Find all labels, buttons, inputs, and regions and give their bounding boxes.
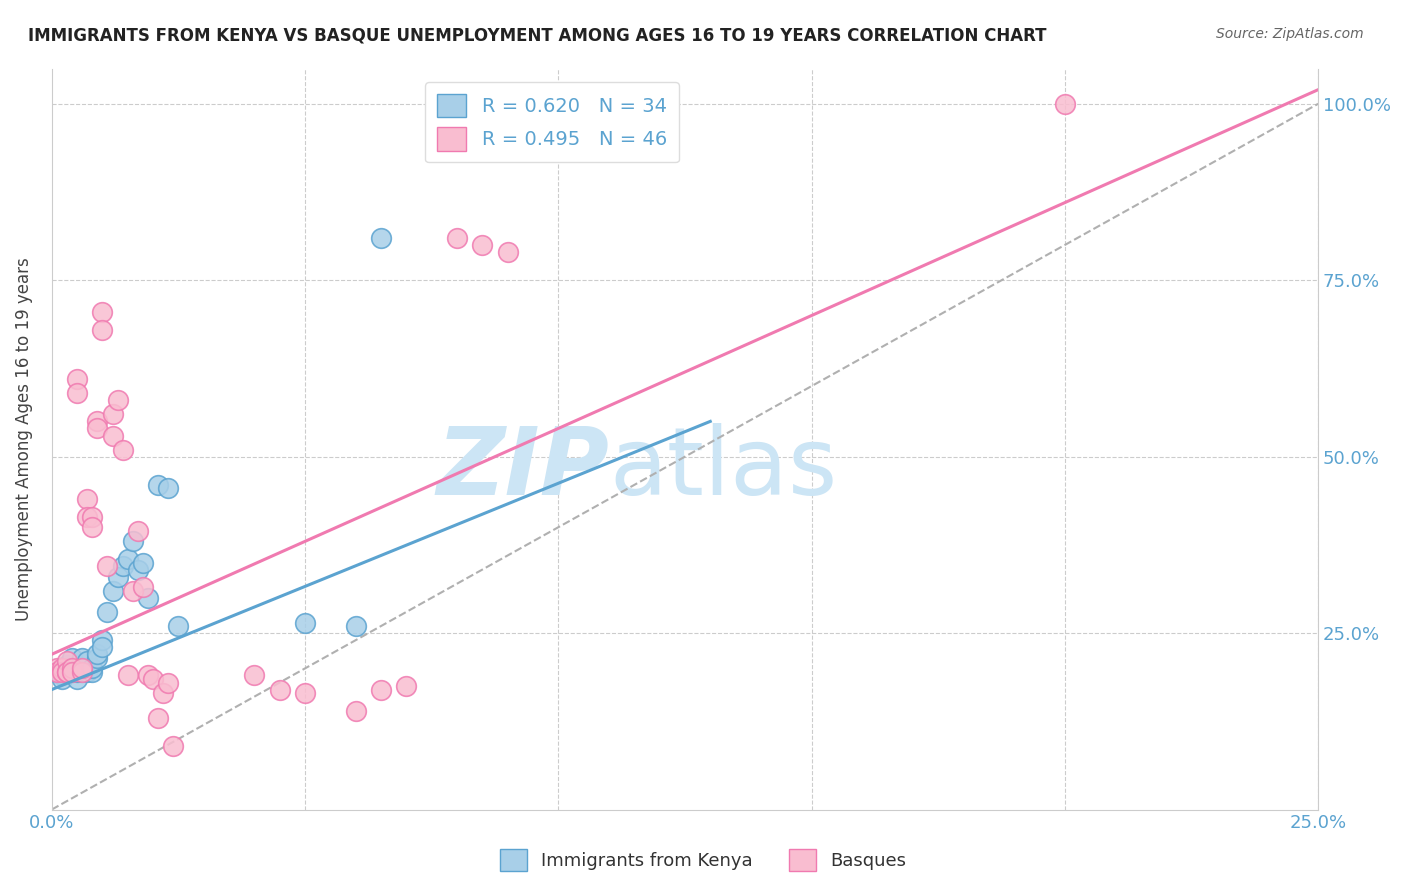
Point — [56, 665, 79, 679]
Point — [56, 657, 79, 672]
Point — [1053, 96, 1076, 111]
Point — [96, 605, 118, 619]
Point — [76, 509, 98, 524]
Point — [157, 675, 180, 690]
Point — [66, 672, 89, 686]
Point — [269, 682, 291, 697]
Point — [70, 650, 93, 665]
Point — [60, 665, 83, 679]
Y-axis label: Unemployment Among Ages 16 to 19 years: Unemployment Among Ages 16 to 19 years — [15, 257, 32, 621]
Point — [91, 640, 114, 655]
Point — [370, 231, 392, 245]
Point — [162, 739, 184, 753]
Point — [56, 654, 79, 668]
Point — [91, 305, 114, 319]
Point — [127, 524, 149, 538]
Point — [60, 665, 83, 679]
Point — [66, 665, 89, 679]
Point — [82, 665, 104, 679]
Point — [86, 650, 108, 665]
Point — [60, 650, 83, 665]
Point — [111, 442, 134, 457]
Point — [60, 661, 83, 675]
Point — [294, 686, 316, 700]
Text: Source: ZipAtlas.com: Source: ZipAtlas.com — [1216, 27, 1364, 41]
Point — [45, 661, 67, 675]
Point — [91, 323, 114, 337]
Point — [107, 393, 129, 408]
Text: atlas: atlas — [609, 423, 837, 515]
Point — [127, 563, 149, 577]
Point — [51, 672, 73, 686]
Point — [91, 633, 114, 648]
Point — [111, 559, 134, 574]
Point — [157, 482, 180, 496]
Point — [136, 668, 159, 682]
Point — [70, 665, 93, 679]
Point — [51, 668, 73, 682]
Point — [82, 520, 104, 534]
Point — [471, 238, 494, 252]
Point — [167, 619, 190, 633]
Point — [56, 661, 79, 675]
Text: IMMIGRANTS FROM KENYA VS BASQUE UNEMPLOYMENT AMONG AGES 16 TO 19 YEARS CORRELATI: IMMIGRANTS FROM KENYA VS BASQUE UNEMPLOY… — [28, 27, 1046, 45]
Point — [152, 686, 174, 700]
Point — [132, 580, 155, 594]
Legend: Immigrants from Kenya, Basques: Immigrants from Kenya, Basques — [492, 842, 914, 879]
Point — [243, 668, 266, 682]
Point — [344, 619, 367, 633]
Point — [395, 679, 418, 693]
Point — [136, 591, 159, 605]
Point — [121, 534, 143, 549]
Point — [344, 704, 367, 718]
Point — [146, 478, 169, 492]
Point — [117, 552, 139, 566]
Point — [76, 491, 98, 506]
Point — [96, 559, 118, 574]
Point — [45, 665, 67, 679]
Point — [56, 665, 79, 679]
Point — [117, 668, 139, 682]
Point — [70, 661, 93, 675]
Legend: R = 0.620   N = 34, R = 0.495   N = 46: R = 0.620 N = 34, R = 0.495 N = 46 — [426, 82, 679, 162]
Point — [121, 583, 143, 598]
Point — [132, 556, 155, 570]
Point — [51, 661, 73, 675]
Point — [370, 682, 392, 697]
Point — [76, 665, 98, 679]
Point — [70, 661, 93, 675]
Point — [82, 509, 104, 524]
Point — [82, 661, 104, 675]
Point — [45, 665, 67, 679]
Point — [86, 414, 108, 428]
Point — [76, 654, 98, 668]
Point — [101, 407, 124, 421]
Point — [66, 372, 89, 386]
Point — [294, 615, 316, 630]
Point — [101, 583, 124, 598]
Point — [496, 245, 519, 260]
Point — [107, 569, 129, 583]
Point — [142, 672, 165, 686]
Point — [86, 421, 108, 435]
Point — [101, 428, 124, 442]
Point — [446, 231, 468, 245]
Point — [66, 386, 89, 401]
Text: ZIP: ZIP — [436, 423, 609, 515]
Point — [86, 647, 108, 661]
Point — [146, 711, 169, 725]
Point — [51, 665, 73, 679]
